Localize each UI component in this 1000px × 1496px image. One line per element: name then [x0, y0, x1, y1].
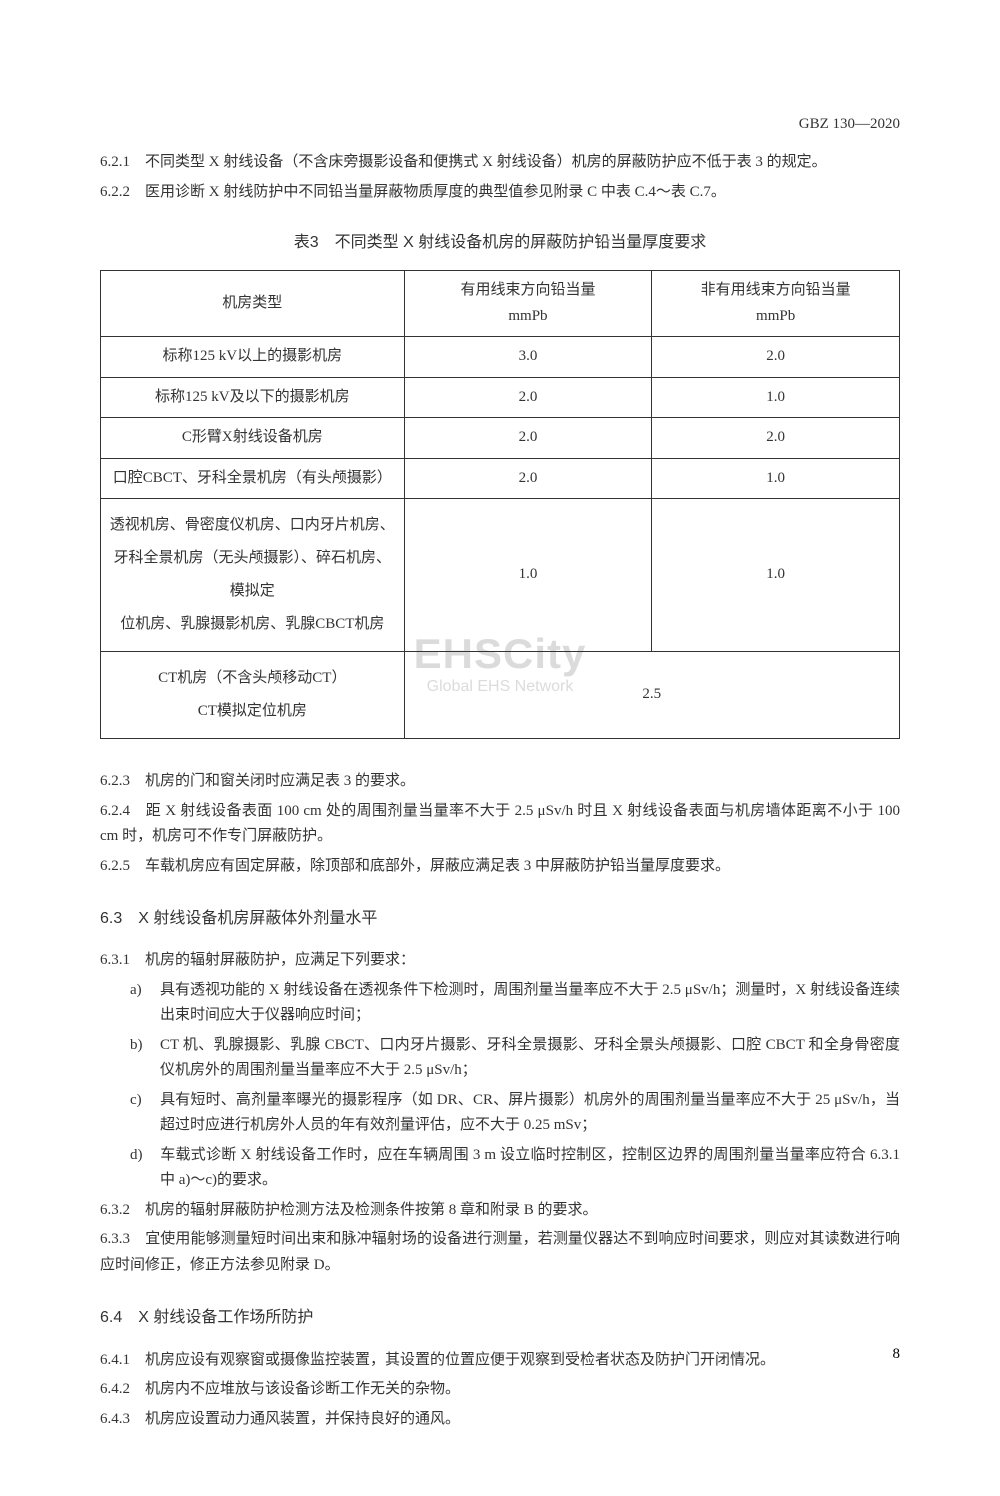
cell: 透视机房、骨密度仪机房、口内牙片机房、 牙科全景机房（无头颅摄影）、碎石机房、模…: [101, 499, 405, 652]
cell: 2.0: [652, 418, 900, 459]
cell: 1.0: [404, 499, 652, 652]
clause-6-4-3: 6.4.3 机房应设置动力通风装置，并保持良好的通风。: [100, 1407, 900, 1433]
th-col2-l1: 有用线束方向铅当量: [413, 278, 644, 304]
cell-l1: 透视机房、骨密度仪机房、口内牙片机房、: [109, 509, 396, 542]
table-row: 标称125 kV及以下的摄影机房 2.0 1.0: [101, 377, 900, 418]
cell-l3: 位机房、乳腺摄影机房、乳腺CBCT机房: [109, 608, 396, 641]
list-item-d: d)车载式诊断 X 射线设备工作时，应在车辆周围 3 m 设立临时控制区，控制区…: [100, 1143, 900, 1194]
list-item-c: c)具有短时、高剂量率曝光的摄影程序（如 DR、CR、屏片摄影）机房外的周围剂量…: [100, 1088, 900, 1139]
marker-b: b): [130, 1033, 160, 1059]
cell-l2: CT模拟定位机房: [109, 695, 396, 728]
table3: 机房类型 有用线束方向铅当量 mmPb 非有用线束方向铅当量 mmPb 标称12…: [100, 270, 900, 739]
clause-6-4-1: 6.4.1 机房应设有观察窗或摄像监控装置，其设置的位置应便于观察到受检者状态及…: [100, 1348, 900, 1374]
clause-6-3-2: 6.3.2 机房的辐射屏蔽防护检测方法及检测条件按第 8 章和附录 B 的要求。: [100, 1198, 900, 1224]
cell: 2.5: [404, 652, 899, 739]
table-row: 透视机房、骨密度仪机房、口内牙片机房、 牙科全景机房（无头颅摄影）、碎石机房、模…: [101, 499, 900, 652]
cell: 标称125 kV以上的摄影机房: [101, 337, 405, 378]
section-6-4: 6.4 X 射线设备工作场所防护: [100, 1304, 900, 1331]
cell: 1.0: [652, 377, 900, 418]
clause-6-2-4: 6.2.4 距 X 射线设备表面 100 cm 处的周围剂量当量率不大于 2.5…: [100, 799, 900, 850]
text-a: 具有透视功能的 X 射线设备在透视条件下检测时，周围剂量当量率应不大于 2.5 …: [160, 982, 900, 1024]
marker-d: d): [130, 1143, 160, 1169]
cell: C形臂X射线设备机房: [101, 418, 405, 459]
clause-6-2-1: 6.2.1 不同类型 X 射线设备（不含床旁摄影设备和便携式 X 射线设备）机房…: [100, 150, 900, 176]
th-col3: 非有用线束方向铅当量 mmPb: [652, 271, 900, 337]
th-col3-l1: 非有用线束方向铅当量: [660, 278, 891, 304]
cell: 2.0: [404, 377, 652, 418]
cell: 2.0: [404, 418, 652, 459]
table3-title: 表3 不同类型 X 射线设备机房的屏蔽防护铅当量厚度要求: [100, 229, 900, 256]
cell: 3.0: [404, 337, 652, 378]
clause-6-2-2: 6.2.2 医用诊断 X 射线防护中不同铅当量屏蔽物质厚度的典型值参见附录 C …: [100, 180, 900, 206]
marker-c: c): [130, 1088, 160, 1114]
cell: 2.0: [404, 458, 652, 499]
clause-6-4-2: 6.4.2 机房内不应堆放与该设备诊断工作无关的杂物。: [100, 1377, 900, 1403]
th-col2-l2: mmPb: [413, 304, 644, 330]
table-row: CT机房（不含头颅移动CT） CT模拟定位机房 2.5: [101, 652, 900, 739]
marker-a: a): [130, 978, 160, 1004]
clause-6-3-1: 6.3.1 机房的辐射屏蔽防护，应满足下列要求：: [100, 948, 900, 974]
clause-6-2-5: 6.2.5 车载机房应有固定屏蔽，除顶部和底部外，屏蔽应满足表 3 中屏蔽防护铅…: [100, 854, 900, 880]
clause-6-2-3: 6.2.3 机房的门和窗关闭时应满足表 3 的要求。: [100, 769, 900, 795]
table-row: 口腔CBCT、牙科全景机房（有头颅摄影） 2.0 1.0: [101, 458, 900, 499]
th-room-type: 机房类型: [101, 271, 405, 337]
cell: 口腔CBCT、牙科全景机房（有头颅摄影）: [101, 458, 405, 499]
text-c: 具有短时、高剂量率曝光的摄影程序（如 DR、CR、屏片摄影）机房外的周围剂量当量…: [160, 1092, 900, 1134]
text-d: 车载式诊断 X 射线设备工作时，应在车辆周围 3 m 设立临时控制区，控制区边界…: [160, 1147, 900, 1189]
table-row: 机房类型 有用线束方向铅当量 mmPb 非有用线束方向铅当量 mmPb: [101, 271, 900, 337]
table-row: C形臂X射线设备机房 2.0 2.0: [101, 418, 900, 459]
th-col2: 有用线束方向铅当量 mmPb: [404, 271, 652, 337]
th-col3-l2: mmPb: [660, 304, 891, 330]
doc-code: GBZ 130—2020: [799, 112, 900, 138]
list-item-a: a)具有透视功能的 X 射线设备在透视条件下检测时，周围剂量当量率应不大于 2.…: [100, 978, 900, 1029]
clause-6-3-3: 6.3.3 宜使用能够测量短时间出束和脉冲辐射场的设备进行测量，若测量仪器达不到…: [100, 1227, 900, 1278]
cell-l2: 牙科全景机房（无头颅摄影）、碎石机房、模拟定: [109, 542, 396, 608]
cell: 2.0: [652, 337, 900, 378]
cell: CT机房（不含头颅移动CT） CT模拟定位机房: [101, 652, 405, 739]
cell: 1.0: [652, 499, 900, 652]
cell: 1.0: [652, 458, 900, 499]
list-item-b: b)CT 机、乳腺摄影、乳腺 CBCT、口内牙片摄影、牙科全景摄影、牙科全景头颅…: [100, 1033, 900, 1084]
table-row: 标称125 kV以上的摄影机房 3.0 2.0: [101, 337, 900, 378]
section-6-3: 6.3 X 射线设备机房屏蔽体外剂量水平: [100, 905, 900, 932]
cell: 标称125 kV及以下的摄影机房: [101, 377, 405, 418]
text-b: CT 机、乳腺摄影、乳腺 CBCT、口内牙片摄影、牙科全景摄影、牙科全景头颅摄影…: [160, 1037, 900, 1079]
cell-l1: CT机房（不含头颅移动CT）: [109, 662, 396, 695]
